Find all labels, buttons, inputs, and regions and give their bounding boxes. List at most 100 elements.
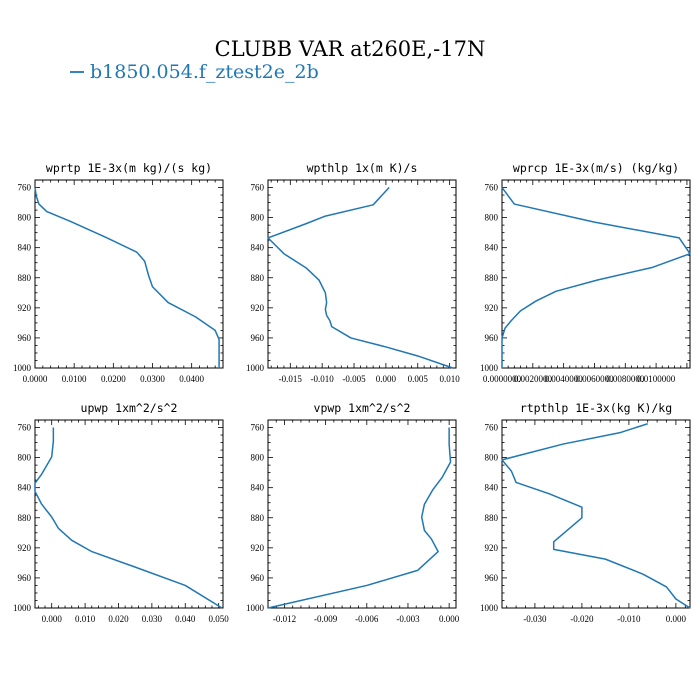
y-tick-label: 760: [251, 423, 265, 433]
y-tick-label: 800: [251, 453, 265, 463]
subplot-3: wprcp 1E-3x(m/s) (kg/kg) 760 800 840 880 920 9…: [480, 161, 691, 384]
subplot-title: rtpthlp 1E-3x(kg K)/kg: [520, 401, 672, 415]
x-tick-label: 0.0000: [23, 374, 48, 384]
x-tick-label: 0.0300: [140, 374, 165, 384]
subplot-grid: wprtp 1E-3x(m kg)/(s kg) 760 800 840 880 920 9…: [13, 161, 691, 624]
y-tick-label: 880: [251, 513, 265, 523]
y-tick-label: 960: [18, 573, 32, 583]
y-tick-label: 1000: [480, 603, 499, 613]
series-line: [267, 187, 454, 369]
subplot-title: wprcp 1E-3x(m/s) (kg/kg): [513, 161, 679, 175]
x-tick-label: -0.009: [314, 614, 338, 624]
y-tick-label: 760: [18, 423, 32, 433]
x-tick-label: 0.000: [666, 614, 687, 624]
figure-title: CLUBB VAR at260E,-17N: [215, 37, 486, 61]
y-tick-label: 880: [18, 273, 32, 283]
y-tick-label: 880: [485, 273, 499, 283]
x-tick-label: -0.005: [342, 374, 366, 384]
x-tick-label: 0.0080000: [606, 374, 645, 384]
subplot-2: wpthlp 1x(m K)/s 760 800 840 880 920 960 1000 -0…: [246, 161, 460, 384]
y-tick-label: 920: [18, 303, 32, 313]
y-tick-label: 880: [251, 273, 265, 283]
y-tick-label: 840: [251, 483, 265, 493]
series-line: [267, 427, 452, 609]
y-tick-label: 1000: [480, 363, 499, 373]
x-tick-label: 0.0020000: [514, 374, 553, 384]
subplot-title: wpthlp 1x(m K)/s: [307, 161, 418, 175]
y-tick-label: 920: [251, 543, 265, 553]
y-tick-label: 760: [18, 183, 32, 193]
x-tick-label: -0.012: [273, 614, 296, 624]
y-tick-label: 920: [251, 303, 265, 313]
y-tick-label: 1000: [246, 603, 265, 613]
y-tick-label: 960: [485, 333, 499, 343]
axes-frame: [34, 179, 224, 369]
subplot-6: rtpthlp 1E-3x(kg K)/kg 760 800 840 880 920 960…: [480, 401, 691, 624]
x-tick-label: 0.0200: [101, 374, 126, 384]
series-line: [34, 187, 220, 368]
x-tick-label: 0.0400: [179, 374, 204, 384]
subplot-4: upwp 1xm^2/s^2 760 800 840 880 920 960 1000 0.00…: [13, 401, 229, 624]
y-tick-label: 760: [485, 423, 499, 433]
series-line: [501, 423, 691, 609]
axes-frame: [267, 179, 457, 369]
x-tick-label: 0.000: [439, 614, 460, 624]
subplot-title: upwp 1xm^2/s^2: [81, 401, 178, 415]
y-tick-label: 880: [18, 513, 32, 523]
axes-frame: [267, 419, 457, 609]
subplot-1: wprtp 1E-3x(m kg)/(s kg) 760 800 840 880 920 9…: [13, 161, 224, 384]
y-tick-label: 800: [485, 453, 499, 463]
axes-frame: [34, 419, 224, 609]
y-tick-label: 760: [485, 183, 499, 193]
x-tick-label: 0.0100000: [637, 374, 676, 384]
x-tick-label: -0.003: [396, 614, 420, 624]
x-tick-label: 0.0040000: [545, 374, 584, 384]
x-tick-label: 0.005: [408, 374, 429, 384]
y-tick-label: 880: [485, 513, 499, 523]
x-tick-label: -0.020: [570, 614, 594, 624]
y-tick-label: 960: [18, 333, 32, 343]
x-tick-label: 0.050: [209, 614, 230, 624]
y-tick-label: 960: [251, 573, 265, 583]
subplot-title: wprtp 1E-3x(m kg)/(s kg): [46, 161, 212, 175]
subplot-5: vpwp 1xm^2/s^2 760 800 840 880 920 960 1000 -0.0…: [246, 401, 460, 624]
x-tick-label: 0.030: [142, 614, 163, 624]
legend-label: b1850.054.f_ztest2e_2b: [90, 61, 319, 83]
y-tick-label: 840: [18, 243, 32, 253]
x-tick-label: 0.0000000: [483, 374, 522, 384]
axes-frame: [501, 419, 691, 609]
x-tick-label: -0.030: [523, 614, 547, 624]
y-tick-label: 840: [251, 243, 265, 253]
y-tick-label: 800: [251, 213, 265, 223]
x-tick-label: 0.010: [440, 374, 461, 384]
y-tick-label: 840: [485, 243, 499, 253]
series-line: [501, 187, 691, 368]
y-tick-label: 1000: [13, 603, 32, 613]
y-tick-label: 800: [18, 213, 32, 223]
y-tick-label: 920: [18, 543, 32, 553]
subplot-title: vpwp 1xm^2/s^2: [314, 401, 411, 415]
x-tick-label: 0.040: [175, 614, 196, 624]
x-tick-label: 0.0060000: [575, 374, 614, 384]
y-tick-label: 960: [251, 333, 265, 343]
legend: b1850.054.f_ztest2e_2b: [70, 61, 319, 83]
y-tick-label: 840: [485, 483, 499, 493]
y-tick-label: 960: [485, 573, 499, 583]
x-tick-label: 0.0100: [62, 374, 87, 384]
x-tick-label: -0.010: [311, 374, 335, 384]
y-tick-label: 840: [18, 483, 32, 493]
x-tick-label: 0.000: [42, 614, 63, 624]
x-tick-label: -0.015: [279, 374, 303, 384]
x-tick-label: 0.020: [108, 614, 129, 624]
y-tick-label: 800: [18, 453, 32, 463]
series-line: [34, 427, 223, 609]
y-tick-label: 800: [485, 213, 499, 223]
y-tick-label: 1000: [13, 363, 32, 373]
x-tick-label: 0.000: [376, 374, 397, 384]
y-tick-label: 920: [485, 303, 499, 313]
y-tick-label: 920: [485, 543, 499, 553]
x-tick-label: -0.006: [355, 614, 379, 624]
x-tick-label: 0.010: [75, 614, 96, 624]
y-tick-label: 760: [251, 183, 265, 193]
